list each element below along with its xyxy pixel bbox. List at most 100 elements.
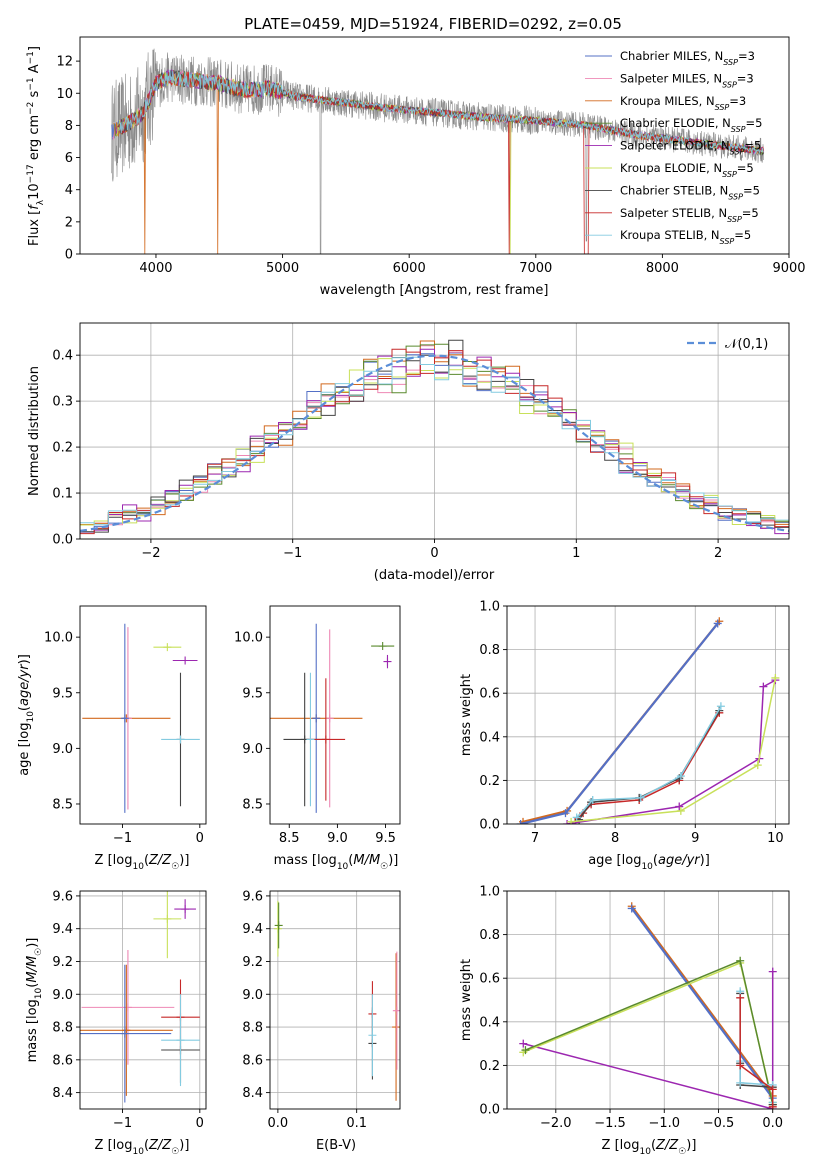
series-point xyxy=(716,702,725,711)
y-tick-label: 9.2 xyxy=(242,955,263,970)
data-point xyxy=(383,657,392,666)
series-line-chabrier-miles xyxy=(520,622,719,824)
legend-nssp-prefix: , N xyxy=(711,206,727,220)
legend-entry: Kroupa STELIB, NSSP=5 xyxy=(620,228,751,246)
data-point xyxy=(392,1006,400,1015)
legend-nssp-prefix: , N xyxy=(714,139,730,153)
label-part: )] xyxy=(686,1138,696,1153)
x-tick-label: 6000 xyxy=(393,261,426,276)
legend-nssp-sub: SSP xyxy=(731,125,746,134)
label-part: ( xyxy=(144,1138,149,1153)
y-tick-label: 8.6 xyxy=(52,1053,73,1068)
histogram-steps xyxy=(80,339,789,535)
label-part: mass [log xyxy=(274,853,337,868)
y-tick-label: 0.4 xyxy=(479,1015,500,1030)
x-axis-label: mass [log10(M/M☉)] xyxy=(274,853,399,872)
label-part: ( xyxy=(651,1138,656,1153)
y-tick-label: 9.0 xyxy=(242,742,263,757)
legend-entry: 𝒩(0,1) xyxy=(725,337,768,352)
label-part: ☉ xyxy=(171,862,179,872)
x-tick-label: 1 xyxy=(572,546,580,561)
legend-series-name: Chabrier MILES xyxy=(620,49,707,63)
label-part: Z/Z xyxy=(148,853,172,868)
x-axis-label: E(B-V) xyxy=(316,1138,356,1153)
data-point xyxy=(181,656,190,665)
legend-nssp-value: =5 xyxy=(746,116,763,130)
y-axis-label: Normed distribution xyxy=(27,366,42,496)
y-tick-label: 8.4 xyxy=(52,1086,73,1101)
x-tick-label: 7000 xyxy=(519,261,552,276)
series-point xyxy=(736,1078,745,1087)
y-tick-label: 1.0 xyxy=(479,600,500,615)
legend-nssp-sub: SSP xyxy=(722,170,737,179)
x-tick-label: −2 xyxy=(141,546,160,561)
label-part: age [log xyxy=(588,853,641,868)
y-tick-label: 0.0 xyxy=(52,533,73,548)
x-tick-label: 9 xyxy=(691,831,699,846)
series-point xyxy=(736,993,745,1002)
legend-nssp-value: =3 xyxy=(737,71,754,85)
label-part: 10 xyxy=(34,987,44,999)
legend-entry: Salpeter ELODIE, NSSP=5 xyxy=(620,139,761,157)
data-point xyxy=(325,714,334,723)
legend-nssp-sub: SSP xyxy=(715,102,730,111)
y-tick-label: 9.4 xyxy=(52,922,73,937)
legend-series-name: Kroupa ELODIE xyxy=(620,161,706,175)
label-part: f xyxy=(27,203,42,210)
label-part: age/yr xyxy=(658,853,701,868)
label-part: A xyxy=(27,64,42,77)
weight-lines xyxy=(516,617,780,824)
legend-series-name: Salpeter ELODIE xyxy=(620,139,714,153)
x-tick-label: 9.5 xyxy=(375,831,396,846)
axes-frame xyxy=(269,890,401,1110)
label-part: )] xyxy=(388,853,398,868)
legend-series-name: Chabrier ELODIE xyxy=(620,116,715,130)
label-part: )] xyxy=(25,938,40,948)
series-point xyxy=(713,619,722,628)
label-part: ( xyxy=(348,853,353,868)
residuals-panel: −2 −1 0 1 2 0.0 0.1 0.2 0.3 0.4 (data-model)/error… xyxy=(27,322,790,583)
label-part: −2 xyxy=(26,102,36,115)
y-tick-label: 0.0 xyxy=(479,818,500,833)
series-point xyxy=(627,904,636,913)
series-point xyxy=(563,820,572,824)
series-line-kroupa-elodie xyxy=(571,677,777,823)
legend-nssp-prefix: , N xyxy=(712,183,728,197)
label-part: mass [log xyxy=(25,999,40,1062)
series-point xyxy=(588,796,597,805)
y-tick-label: 9.0 xyxy=(52,988,73,1003)
legend-series-name: Kroupa MILES xyxy=(620,94,699,108)
age-vs-Z-panel: −1 08.59.09.510.0Z [log10(Z/Z☉)]age [log1… xyxy=(17,605,207,872)
x-tick-label: 0 xyxy=(430,546,438,561)
y-tick-label: 0.8 xyxy=(479,928,500,943)
y-tick-label: 8.8 xyxy=(242,1021,263,1036)
legend-nssp-prefix: , N xyxy=(706,71,722,85)
data-point xyxy=(176,735,185,744)
y-tick-label: 6 xyxy=(65,151,73,166)
label-part: s xyxy=(27,90,42,101)
series-point xyxy=(753,761,762,770)
data-point xyxy=(181,905,190,914)
y-tick-label: 9.4 xyxy=(242,922,263,937)
y-axis-label: age [log10(age/yr)] xyxy=(17,654,36,776)
series-point xyxy=(768,1085,777,1094)
label-part: M/M xyxy=(25,956,40,983)
label-part: 10 xyxy=(641,862,653,872)
y-axis-label: mass [log10(M/M☉)] xyxy=(25,938,44,1063)
histogram-kroupa-stelib xyxy=(80,356,789,526)
series-point xyxy=(759,682,768,691)
legend-nssp-sub: SSP xyxy=(720,237,735,246)
label-part: 10 xyxy=(337,862,349,872)
legend-entry: Chabrier MILES, NSSP=3 xyxy=(620,49,755,67)
axes-frame xyxy=(506,890,790,1110)
data-point xyxy=(120,1029,129,1038)
y-tick-label: 0.8 xyxy=(479,643,500,658)
y-tick-label: 0.4 xyxy=(479,730,500,745)
mass-vs-EBV-panel: 0.0 0.1 8.4 8.6 8.8 9.0 9.2 9.4 9.6 E(B-V) xyxy=(242,889,401,1153)
series-line-kroupa-miles xyxy=(630,905,774,1097)
y-tick-label: 9.5 xyxy=(242,686,263,701)
x-tick-label: 2 xyxy=(714,546,722,561)
y-tick-label: 0 xyxy=(65,248,73,263)
y-axis-label: mass weight xyxy=(459,674,474,756)
